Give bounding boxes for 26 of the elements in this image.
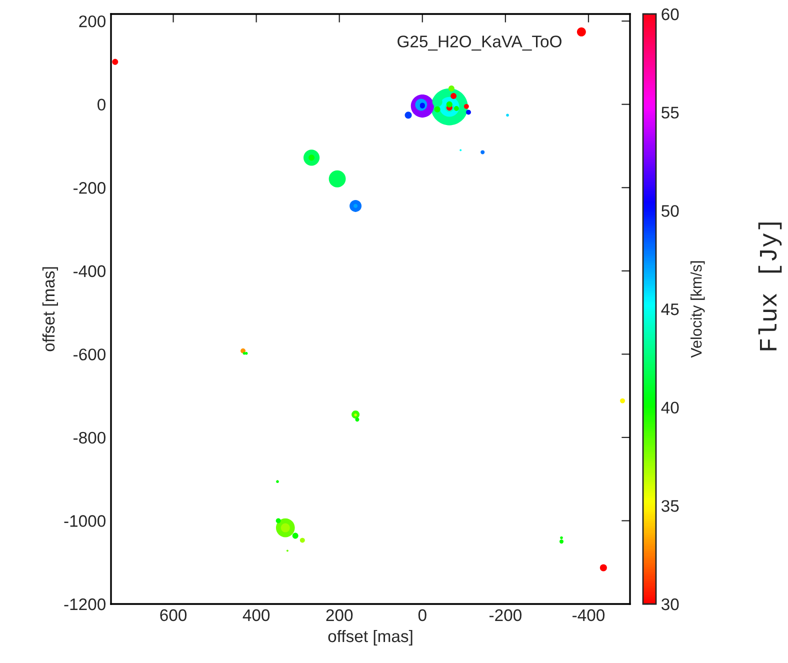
text: G25_H2O_KaVA_ToO: [398, 36, 562, 51]
color-bar-label: 50: [662, 205, 679, 217]
y-tick-label: -1200: [64, 598, 106, 610]
y-tick-label: -400: [74, 265, 106, 278]
x-tick-label: -200: [490, 609, 522, 622]
y-axis-title: offset [mas]: [42, 267, 58, 352]
x-tick-label: 600: [160, 609, 187, 622]
y-tick-label: 200: [79, 15, 106, 28]
y-tick-label: 0: [98, 98, 106, 111]
color-bar-label: 30: [661, 598, 679, 610]
color-bar-label: 35: [661, 500, 679, 512]
x-tick-label: 400: [242, 609, 270, 622]
y-tick-label: -800: [74, 432, 106, 444]
color-bar-title: Velocity [km/s]: [690, 261, 705, 358]
x-tick-label: 200: [326, 609, 353, 622]
color-bar-label: 45: [661, 304, 679, 316]
text: Flux [Jy]: [758, 222, 782, 350]
x-tick-label: -400: [572, 609, 605, 622]
y-tick-label: -600: [74, 348, 106, 360]
x-tick-label: 0: [418, 609, 426, 622]
y-tick-label: -1000: [64, 515, 106, 527]
color-bar-label: 40: [661, 402, 679, 414]
y-tick-label: -200: [74, 182, 106, 194]
x-axis-title: offset [mas]: [328, 630, 412, 646]
color-bar-label: 60: [662, 8, 679, 20]
color-bar-label: 55: [662, 106, 679, 119]
